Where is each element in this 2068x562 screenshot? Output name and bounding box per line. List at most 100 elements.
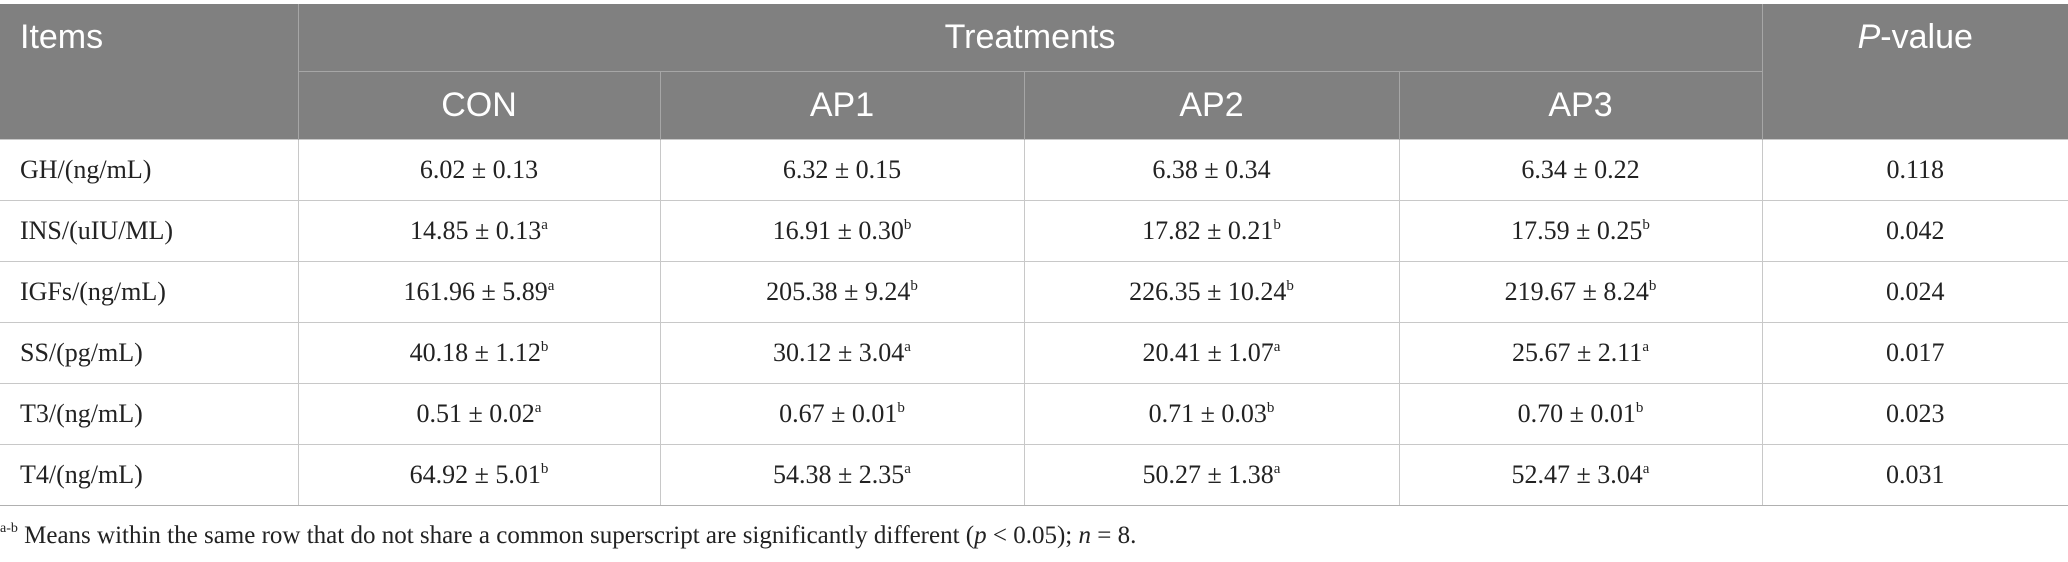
header-p-value: P-value xyxy=(1761,4,2068,140)
p-value-cell: 0.118 xyxy=(1761,139,2068,201)
p-value-cell: 0.031 xyxy=(1761,444,2068,506)
table-row: INS/(uIU/ML) 14.85 ± 0.13a 16.91 ± 0.30b… xyxy=(0,200,2068,262)
cell-superscript: b xyxy=(897,400,905,416)
table-cell: 6.38 ± 0.34 xyxy=(1023,139,1400,201)
table-cell: 40.18 ± 1.12b xyxy=(297,322,661,384)
cell-value: 25.67 ± 2.11 xyxy=(1512,338,1643,367)
results-table: Items Treatments P-value CON AP1 AP2 AP3… xyxy=(0,4,2068,506)
cell-superscript: a xyxy=(1273,461,1281,477)
cell-superscript: b xyxy=(903,217,912,233)
cell-value: 16.91 ± 0.30 xyxy=(772,216,904,245)
cell-superscript: a xyxy=(541,217,548,233)
cell-value: 0.67 ± 0.01 xyxy=(779,399,898,428)
table-cell: 16.91 ± 0.30b xyxy=(659,200,1025,262)
table-cell: 226.35 ± 10.24b xyxy=(1023,261,1400,323)
cell-superscript: a xyxy=(1273,339,1281,355)
cell-superscript: b xyxy=(1266,400,1275,416)
header-p-letter: P xyxy=(1857,18,1881,56)
cell-value: 50.27 ± 1.38 xyxy=(1142,460,1274,489)
table-cell: 25.67 ± 2.11a xyxy=(1398,322,1763,384)
footnote-text-1: Means within the same row that do not sh… xyxy=(17,522,975,549)
data-table-container: Items Treatments P-value CON AP1 AP2 AP3… xyxy=(0,4,2068,506)
cell-value: 17.82 ± 0.21 xyxy=(1142,216,1274,245)
table-cell: 30.12 ± 3.04a xyxy=(659,322,1025,384)
table-cell: 54.38 ± 2.35a xyxy=(659,444,1025,506)
footnote-text-3: = 8. xyxy=(1090,522,1137,549)
row-label: GH/(ng/mL) xyxy=(0,139,299,201)
cell-value: 0.70 ± 0.01 xyxy=(1517,399,1636,428)
header-p-suffix: -value xyxy=(1880,18,1973,56)
p-value-cell: 0.042 xyxy=(1761,200,2068,262)
header-group-ap1: AP1 xyxy=(659,71,1025,140)
p-value-cell: 0.024 xyxy=(1761,261,2068,323)
row-label: SS/(pg/mL) xyxy=(0,322,299,384)
table-cell: 219.67 ± 8.24b xyxy=(1398,261,1763,323)
cell-value: 54.38 ± 2.35 xyxy=(773,460,905,489)
row-label: INS/(uIU/ML) xyxy=(0,200,299,262)
cell-value: 30.12 ± 3.04 xyxy=(773,338,905,367)
cell-superscript: b xyxy=(1286,278,1294,294)
table-cell: 0.71 ± 0.03b xyxy=(1023,383,1400,445)
table-cell: 6.32 ± 0.15 xyxy=(659,139,1025,201)
table-body: GH/(ng/mL) 6.02 ± 0.13 6.32 ± 0.15 6.38 … xyxy=(0,139,2068,506)
cell-superscript: a xyxy=(904,339,911,355)
cell-superscript: b xyxy=(540,339,549,355)
cell-value: 205.38 ± 9.24 xyxy=(766,277,911,306)
table-cell: 14.85 ± 0.13a xyxy=(297,200,661,262)
cell-value: 40.18 ± 1.12 xyxy=(409,338,541,367)
cell-value: 6.32 ± 0.15 xyxy=(782,155,902,184)
footnote-text-2: < 0.05); xyxy=(986,522,1079,549)
table-cell: 64.92 ± 5.01b xyxy=(297,444,661,506)
table-cell: 0.67 ± 0.01b xyxy=(659,383,1025,445)
cell-value: 0.71 ± 0.03 xyxy=(1148,399,1267,428)
table-cell: 0.70 ± 0.01b xyxy=(1398,383,1763,445)
cell-superscript: b xyxy=(1273,217,1281,233)
table-cell: 50.27 ± 1.38a xyxy=(1023,444,1400,506)
table-row: T4/(ng/mL) 64.92 ± 5.01b 54.38 ± 2.35a 5… xyxy=(0,444,2068,506)
table-cell: 205.38 ± 9.24b xyxy=(659,261,1025,323)
cell-value: 20.41 ± 1.07 xyxy=(1142,338,1274,367)
cell-superscript: a xyxy=(904,461,911,477)
table-row: T3/(ng/mL) 0.51 ± 0.02a 0.67 ± 0.01b 0.7… xyxy=(0,383,2068,445)
table-cell: 0.51 ± 0.02a xyxy=(297,383,661,445)
cell-superscript: b xyxy=(1648,278,1657,294)
cell-superscript: a xyxy=(1642,461,1650,477)
cell-superscript: b xyxy=(910,278,918,294)
cell-value: 17.59 ± 0.25 xyxy=(1511,216,1643,245)
p-value-cell: 0.017 xyxy=(1761,322,2068,384)
table-cell: 17.82 ± 0.21b xyxy=(1023,200,1400,262)
cell-value: 52.47 ± 3.04 xyxy=(1511,460,1643,489)
table-cell: 6.34 ± 0.22 xyxy=(1398,139,1763,201)
table-cell: 17.59 ± 0.25b xyxy=(1398,200,1763,262)
table-header: Items Treatments P-value CON AP1 AP2 AP3 xyxy=(0,4,2068,140)
p-value-cell: 0.023 xyxy=(1761,383,2068,445)
footnote-n-symbol: n xyxy=(1078,522,1091,549)
cell-value: 0.51 ± 0.02 xyxy=(416,399,535,428)
header-treatments: Treatments xyxy=(297,4,1763,72)
table-row: SS/(pg/mL) 40.18 ± 1.12b 30.12 ± 3.04a 2… xyxy=(0,322,2068,384)
header-items: Items xyxy=(0,4,299,140)
cell-value: 226.35 ± 10.24 xyxy=(1129,277,1287,306)
cell-superscript: a xyxy=(534,400,542,416)
header-group-ap2: AP2 xyxy=(1023,71,1400,140)
header-group-con: CON xyxy=(297,71,661,140)
table-row: GH/(ng/mL) 6.02 ± 0.13 6.32 ± 0.15 6.38 … xyxy=(0,139,2068,201)
table-cell: 52.47 ± 3.04a xyxy=(1398,444,1763,506)
table-cell: 161.96 ± 5.89a xyxy=(297,261,661,323)
cell-superscript: a xyxy=(1642,339,1649,355)
cell-value: 6.02 ± 0.13 xyxy=(419,155,539,184)
cell-value: 64.92 ± 5.01 xyxy=(409,460,541,489)
row-label: T3/(ng/mL) xyxy=(0,383,299,445)
footnote-superscript: a-b xyxy=(0,521,18,536)
cell-value: 219.67 ± 8.24 xyxy=(1504,277,1649,306)
cell-value: 161.96 ± 5.89 xyxy=(403,277,548,306)
header-group-ap3: AP3 xyxy=(1398,71,1763,140)
table-cell: 20.41 ± 1.07a xyxy=(1023,322,1400,384)
row-label: IGFs/(ng/mL) xyxy=(0,261,299,323)
row-label: T4/(ng/mL) xyxy=(0,444,299,506)
table-row: IGFs/(ng/mL) 161.96 ± 5.89a 205.38 ± 9.2… xyxy=(0,261,2068,323)
cell-value: 14.85 ± 0.13 xyxy=(410,216,542,245)
cell-superscript: b xyxy=(1635,400,1644,416)
cell-superscript: b xyxy=(1642,217,1650,233)
cell-superscript: a xyxy=(547,278,555,294)
